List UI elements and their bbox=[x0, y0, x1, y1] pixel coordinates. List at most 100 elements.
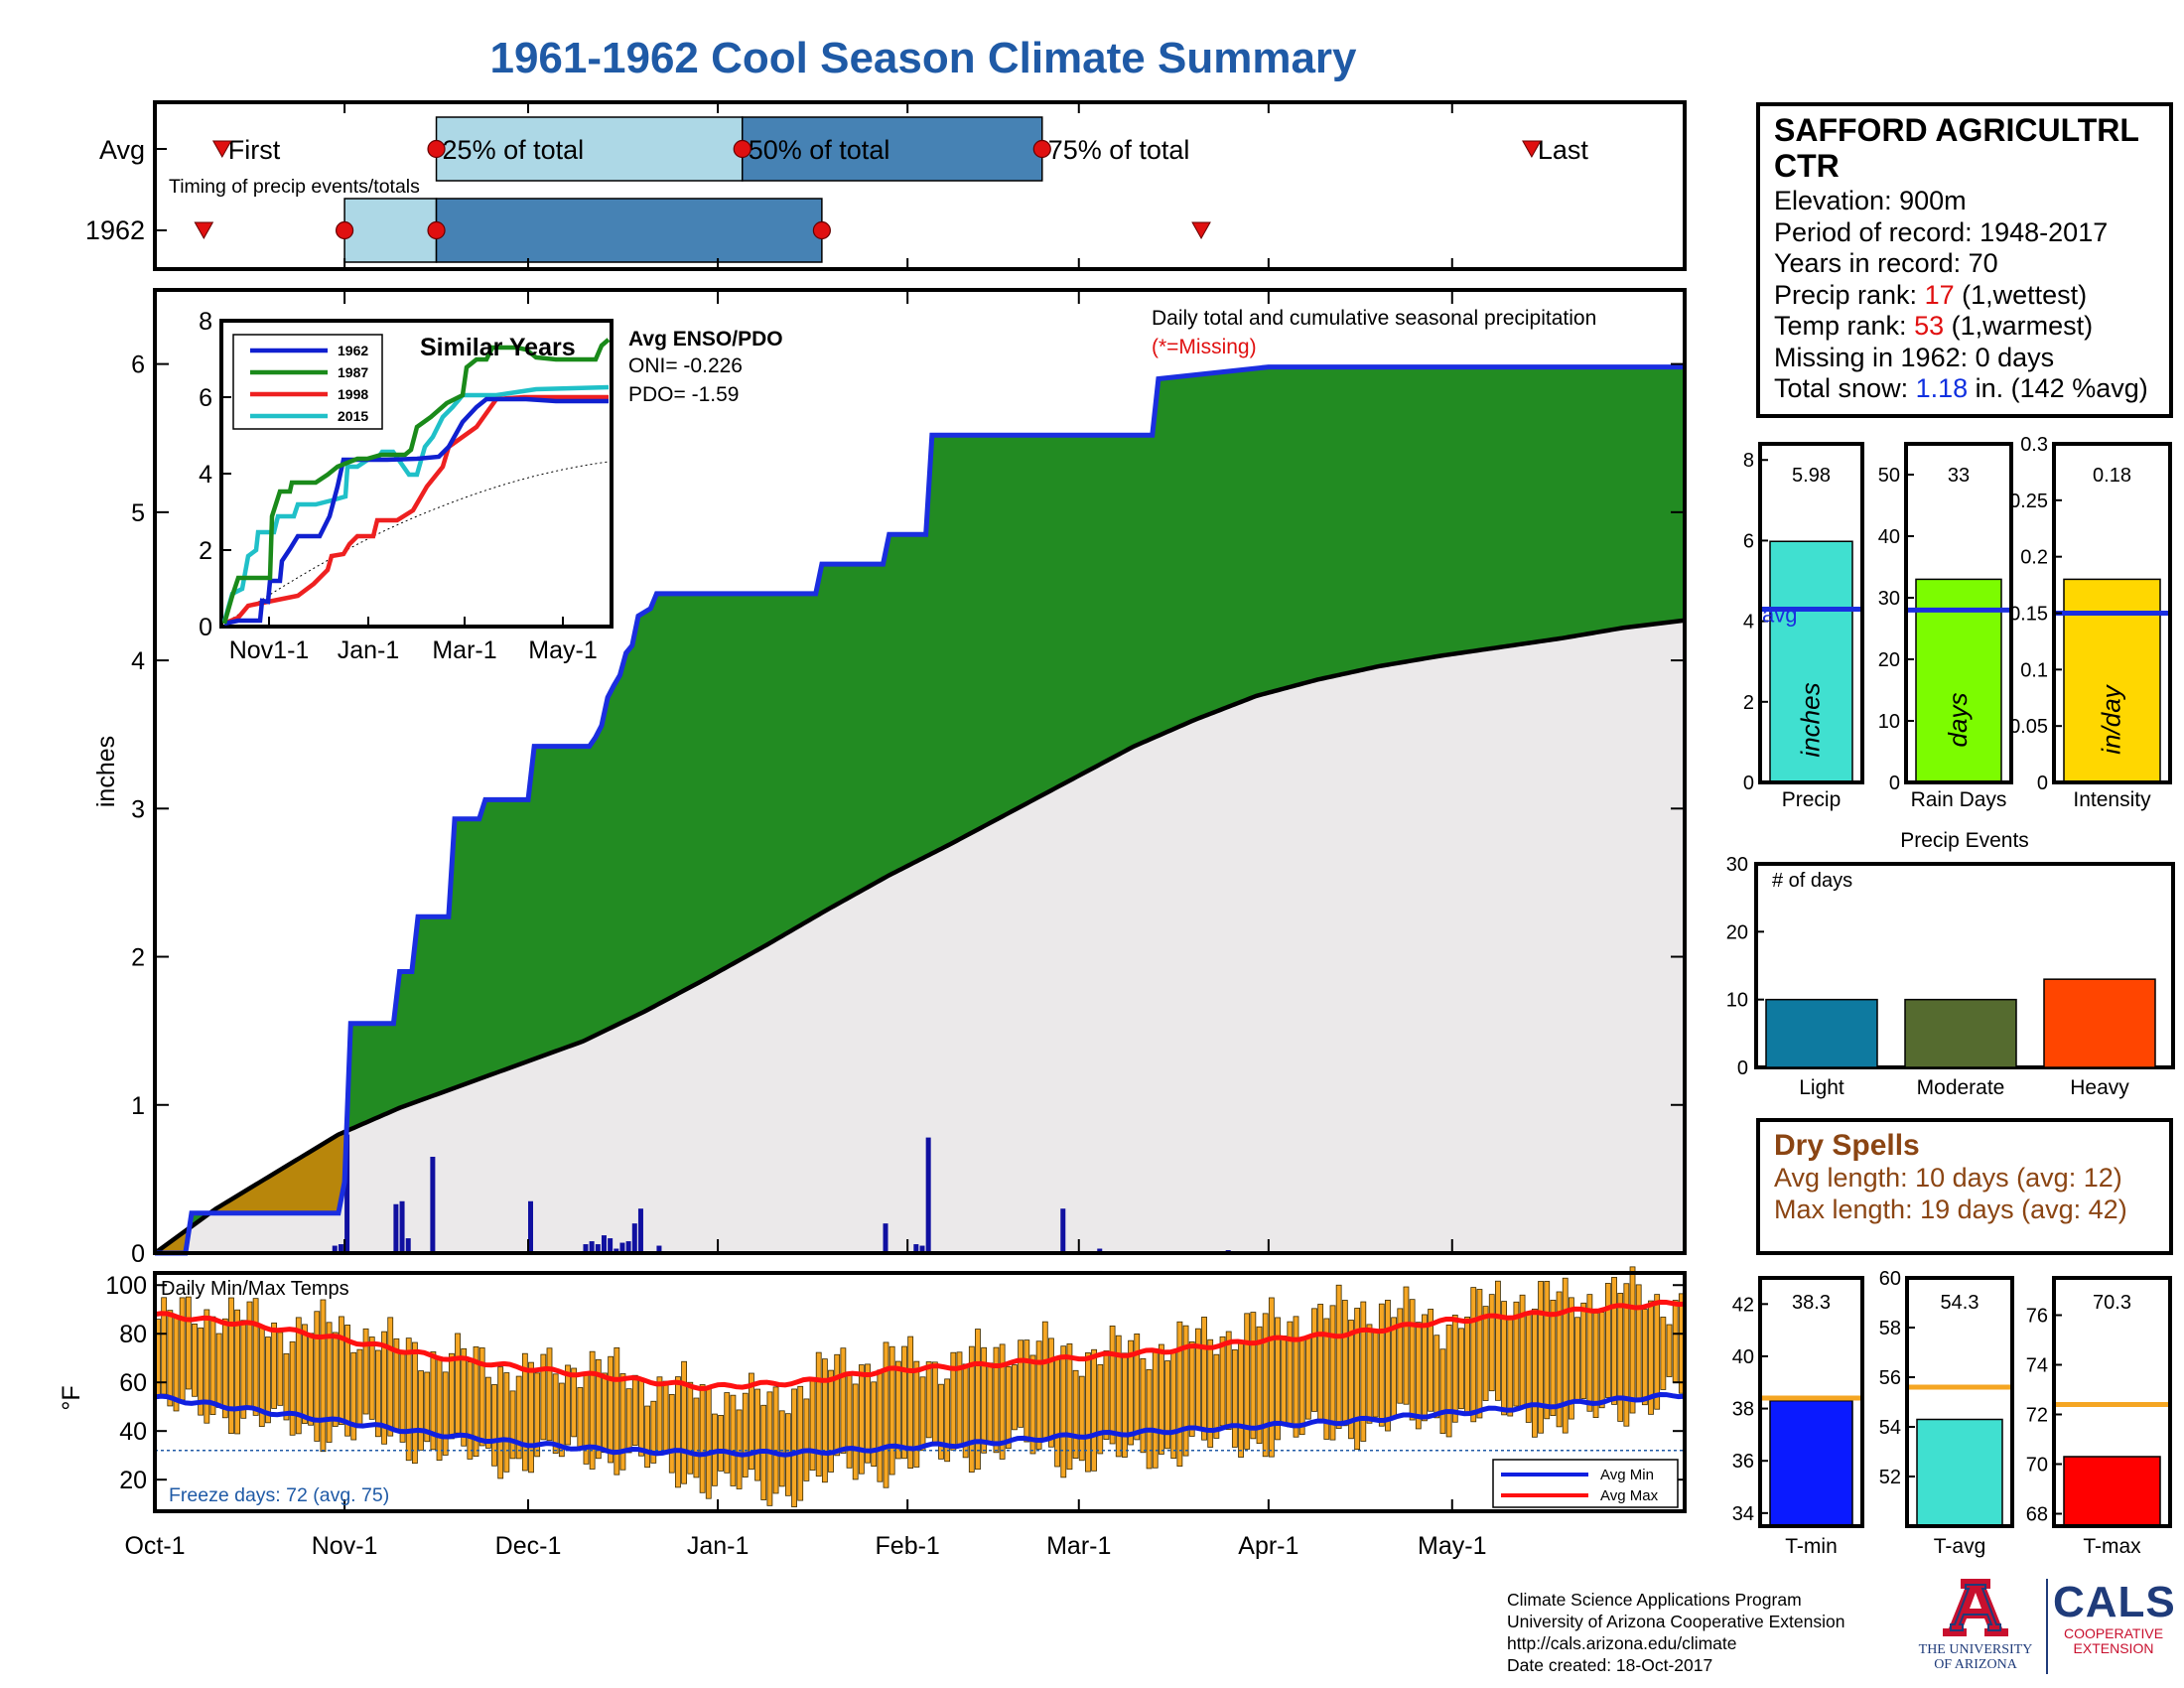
daily-temp-bar bbox=[234, 1309, 241, 1435]
daily-temp-bar bbox=[1378, 1303, 1385, 1427]
daily-temp-bar bbox=[999, 1343, 1006, 1460]
temp-y-tick-label: 100 bbox=[105, 1272, 147, 1300]
daily-temp-bar bbox=[314, 1311, 321, 1442]
daily-temp-bar bbox=[828, 1369, 834, 1473]
daily-temp-bar bbox=[1562, 1277, 1569, 1434]
daily-temp-bar bbox=[375, 1349, 381, 1438]
temp-rank: Temp rank: 53 (1,warmest) bbox=[1774, 311, 2094, 341]
last-label: Last bbox=[1538, 135, 1589, 165]
period-of-record: Period of record: 1948-2017 bbox=[1774, 216, 2109, 247]
daily-temp-bar bbox=[987, 1362, 994, 1446]
total-snow: Total snow: 1.18 in. (142 %avg) bbox=[1774, 373, 2148, 403]
daily-temp-bar bbox=[1134, 1334, 1141, 1441]
temp-y-tick-label: 60 bbox=[1879, 1268, 1901, 1290]
daily-temp-bar bbox=[1550, 1299, 1557, 1417]
daily-temp-bar bbox=[478, 1347, 485, 1447]
summary-y-tick-label: 0.3 bbox=[2020, 434, 2048, 456]
daily-temp-bar bbox=[509, 1390, 516, 1460]
summary-y-tick-label: 0.15 bbox=[2009, 604, 2048, 626]
summary-y-tick-label: 0 bbox=[1743, 773, 1754, 794]
temp-y-tick-label: 76 bbox=[2026, 1306, 2048, 1328]
daily-temp-bar bbox=[1623, 1283, 1630, 1427]
daily-temp-bar bbox=[448, 1352, 455, 1440]
temp-y-tick-label: 52 bbox=[1879, 1467, 1901, 1488]
daily-temp-bar bbox=[1464, 1316, 1470, 1413]
temp-bar-t-max: 68 70 72 74 76 70.3 T-max bbox=[2026, 1276, 2172, 1558]
summary-y-tick-label: 10 bbox=[1878, 711, 1900, 733]
daily-temp-bar bbox=[1012, 1364, 1018, 1431]
month-label: Nov-1 bbox=[312, 1532, 378, 1560]
daily-temp-bar bbox=[467, 1361, 474, 1460]
temp-category-label: T-avg bbox=[1934, 1535, 1986, 1558]
daily-temp-bar bbox=[185, 1296, 192, 1390]
daily-temp-bar bbox=[1164, 1360, 1170, 1450]
missing-note: (*=Missing) bbox=[1152, 336, 1257, 358]
daily-temp-bar bbox=[1256, 1326, 1263, 1445]
events-y-tick-label: 0 bbox=[1737, 1057, 1748, 1079]
daily-temp-bar bbox=[968, 1345, 975, 1473]
legend-avg-min: Avg Min bbox=[1600, 1467, 1654, 1483]
daily-temp-bar bbox=[571, 1367, 578, 1438]
year-cumulative-line bbox=[155, 364, 1685, 1256]
daily-precip-bar bbox=[1097, 1248, 1103, 1253]
summary-value-bar bbox=[1915, 578, 2002, 783]
month-label: Jan-1 bbox=[687, 1532, 750, 1560]
daily-temp-bar bbox=[289, 1340, 296, 1436]
daily-temp-bar bbox=[1439, 1348, 1446, 1434]
daily-temp-bar bbox=[699, 1384, 706, 1493]
daily-temp-bar bbox=[1091, 1348, 1097, 1472]
daily-temp-bar bbox=[521, 1352, 528, 1472]
pdo-value: PDO= -1.59 bbox=[628, 383, 739, 406]
daily-precip-bar bbox=[430, 1157, 436, 1253]
legend-label-1962: 1962 bbox=[338, 343, 368, 358]
daily-temp-bar bbox=[411, 1341, 418, 1465]
temp-bar-t-avg: 52 54 56 58 60 54.3 T-avg bbox=[1879, 1268, 2014, 1558]
avg-min-line bbox=[154, 1391, 1686, 1458]
events-y-tick-label: 30 bbox=[1726, 854, 1748, 876]
similar-y-tick-label: 6 bbox=[199, 384, 212, 412]
ua-a-icon bbox=[1943, 1579, 2008, 1636]
avg-max-line bbox=[154, 1299, 1686, 1391]
year-25-50-bar bbox=[343, 198, 438, 263]
daily-temp-bar bbox=[754, 1388, 760, 1481]
daily-temp-bar bbox=[381, 1331, 387, 1445]
similar-x-tick-label: Nov1-1 bbox=[229, 636, 310, 664]
daily-temp-bar bbox=[455, 1333, 461, 1434]
daily-temp-bar bbox=[1366, 1324, 1373, 1424]
daily-temp-bar bbox=[1048, 1337, 1054, 1448]
daily-temp-bar bbox=[821, 1358, 828, 1483]
daily-temp-bar bbox=[1275, 1317, 1281, 1441]
summary-category-label: Rain Days bbox=[1911, 788, 2007, 811]
summary-y-tick-label: 0.2 bbox=[2020, 547, 2048, 569]
timing-panel: Avg 1962 Timing of precip events/totals … bbox=[85, 100, 1687, 271]
daily-precip-bars bbox=[332, 1134, 1231, 1253]
daily-temp-bar bbox=[246, 1301, 253, 1409]
month-label: Mar-1 bbox=[1046, 1532, 1111, 1560]
daily-temp-bar bbox=[1078, 1375, 1085, 1462]
freeze-days-text: Freeze days: 72 (avg. 75) bbox=[169, 1484, 389, 1506]
daily-temp-bar bbox=[668, 1393, 675, 1474]
similar-years-legend: 1962 1987 1998 2015 bbox=[232, 334, 383, 430]
timing-subtitle: Timing of precip events/totals bbox=[169, 176, 420, 198]
daily-temp-bar bbox=[1281, 1336, 1288, 1425]
similar-year-1962-line bbox=[223, 396, 609, 627]
q25-label: 25% of total bbox=[443, 135, 585, 165]
daily-temp-bar bbox=[1629, 1266, 1636, 1414]
daily-temp-bar bbox=[681, 1360, 688, 1484]
daily-temp-bar bbox=[1219, 1336, 1226, 1427]
summary-y-tick-label: 4 bbox=[1743, 612, 1754, 633]
daily-temp-bar bbox=[362, 1328, 369, 1415]
summary-unit-label: inches bbox=[1796, 682, 1826, 757]
daily-temp-bar bbox=[1391, 1317, 1398, 1420]
summary-y-tick-label: 0.25 bbox=[2009, 491, 2048, 512]
daily-temp-bar bbox=[705, 1386, 712, 1499]
daily-temp-bar bbox=[1128, 1339, 1134, 1446]
footer-line: Date created: 18-Oct-2017 bbox=[1507, 1655, 1713, 1675]
daily-temp-bar bbox=[1451, 1315, 1458, 1423]
q75-label: 75% of total bbox=[1048, 135, 1190, 165]
temp-y-tick-label: 80 bbox=[119, 1321, 147, 1348]
daily-temp-bar bbox=[888, 1345, 895, 1476]
daily-temp-bar bbox=[302, 1324, 308, 1424]
daily-temp-bar bbox=[339, 1316, 344, 1426]
dry-spells-box: Dry Spells Avg length: 10 days (avg: 12)… bbox=[1756, 1118, 2173, 1255]
